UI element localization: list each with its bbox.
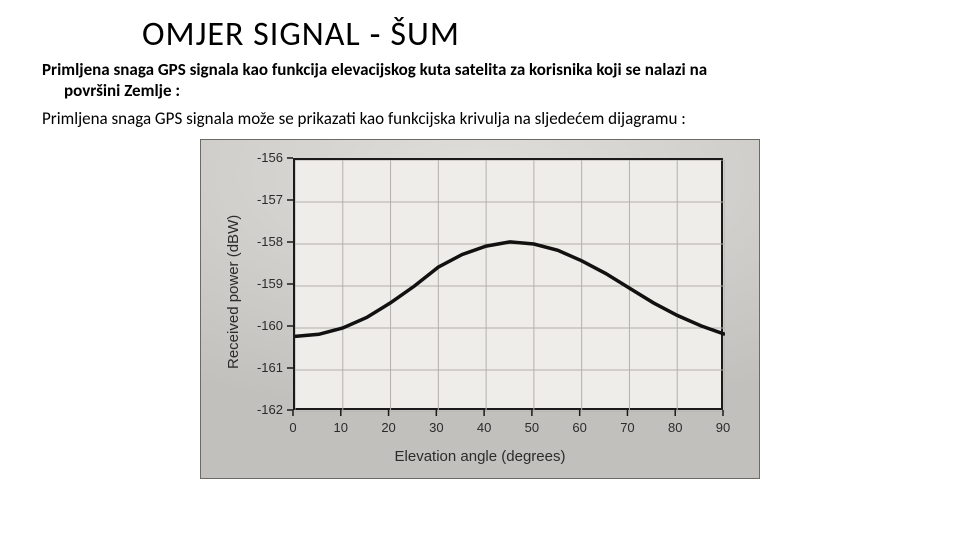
svg-text:10: 10 (334, 420, 348, 435)
svg-text:-160: -160 (257, 318, 283, 333)
svg-text:60: 60 (572, 420, 586, 435)
svg-text:70: 70 (620, 420, 634, 435)
subtitle-line1: Primljena snaga GPS signala kao funkcija… (42, 59, 707, 80)
subtitle: Primljena snaga GPS signala kao funkcija… (42, 59, 918, 102)
tick-labels: 0 10 20 30 40 50 60 70 80 90 -156 -157 -158 -159 -160 -… (201, 140, 761, 480)
svg-text:50: 50 (525, 420, 539, 435)
svg-text:-159: -159 (257, 276, 283, 291)
svg-text:20: 20 (381, 420, 395, 435)
svg-text:30: 30 (429, 420, 443, 435)
svg-text:-158: -158 (257, 234, 283, 249)
svg-text:-161: -161 (257, 360, 283, 375)
svg-text:0: 0 (289, 420, 296, 435)
svg-text:-157: -157 (257, 192, 283, 207)
svg-text:80: 80 (668, 420, 682, 435)
svg-text:-162: -162 (257, 402, 283, 417)
svg-text:40: 40 (477, 420, 491, 435)
subtitle-line2: površini Zemlje : (42, 80, 918, 101)
intro-paragraph: Primljena snaga GPS signala može se prik… (42, 108, 918, 129)
page-title: OMJER SIGNAL ‑ ŠUM (142, 14, 918, 55)
svg-text:90: 90 (716, 420, 730, 435)
svg-text:-156: -156 (257, 150, 283, 165)
gps-power-chart: Received power (dBW) Elevation angle (de… (200, 139, 760, 479)
